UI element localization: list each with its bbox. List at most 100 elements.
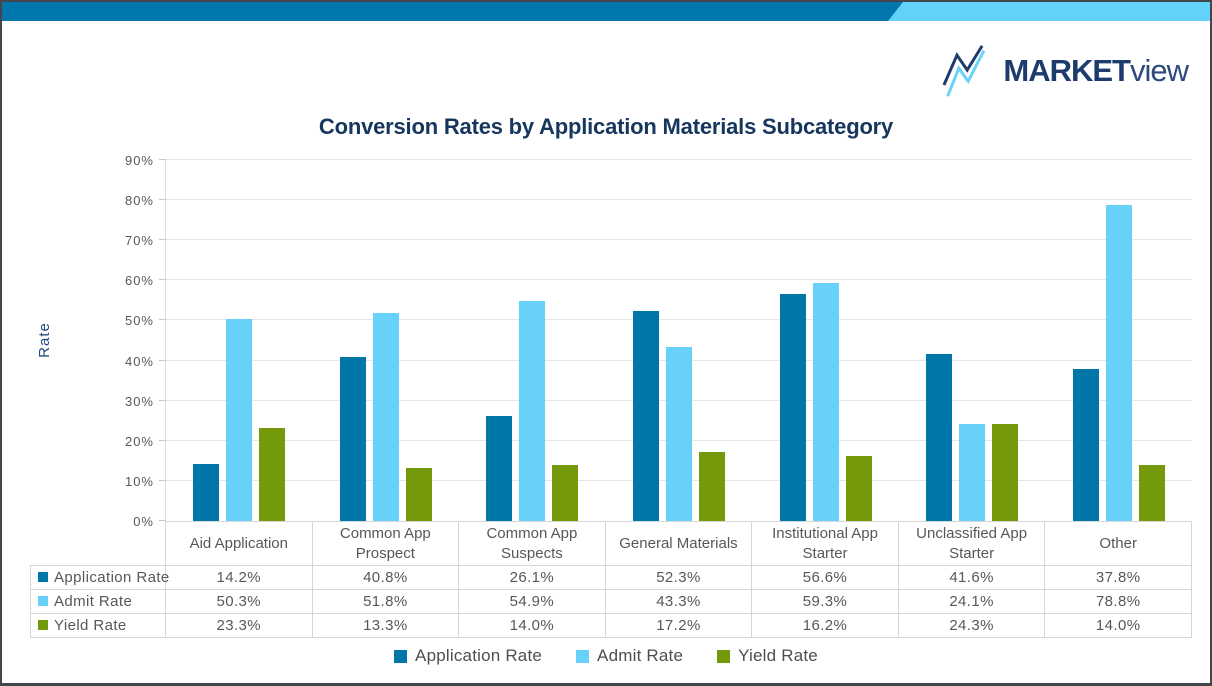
table-value-application-rate-unclassified-app-starter: 41.6% <box>897 565 1046 590</box>
bar-yield-rate-other <box>1138 464 1165 521</box>
gridline <box>166 199 1192 201</box>
y-tick-label: 40% <box>124 353 154 369</box>
table-header-cell-general-materials: General Materials <box>604 521 753 566</box>
table-value-yield-rate-other: 14.0% <box>1044 613 1192 638</box>
bar-group-general-materials <box>606 160 753 521</box>
y-tick-label: 90% <box>124 153 154 168</box>
bar-admit-rate-unclassified-app-starter <box>959 424 986 521</box>
table-value-yield-rate-general-materials: 17.2% <box>604 613 753 638</box>
series-swatch-admit-rate <box>38 596 48 606</box>
bar-application-rate-aid-application <box>193 464 220 521</box>
y-tick-mark <box>159 479 166 481</box>
table-row-admit-rate: Admit Rate 50.3% 51.8% 54.9% 43.3% 59.3% 24.1%… <box>30 589 1192 614</box>
bar-admit-rate-common-app-prospect <box>372 313 399 521</box>
table-value-application-rate-common-app-prospect: 40.8% <box>311 565 460 590</box>
bar-application-rate-common-app-suspects <box>486 416 513 521</box>
gridline <box>166 239 1192 241</box>
y-tick-mark <box>159 239 166 241</box>
bar-admit-rate-other <box>1105 204 1132 521</box>
brand-logo: MARKETview <box>942 44 1189 98</box>
table-header-cell-unclassified-app-starter: Unclassified App Starter <box>897 521 1046 566</box>
bar-group-aid-application <box>166 160 313 521</box>
legend-swatch-application-rate <box>394 649 408 663</box>
legend-item-admit-rate[interactable]: Admit Rate <box>576 646 683 666</box>
zigzag-chart-icon <box>942 45 986 97</box>
bar-yield-rate-institutional-app-starter <box>845 456 872 521</box>
gridline <box>166 279 1192 281</box>
bar-yield-rate-unclassified-app-starter <box>992 423 1019 521</box>
bar-group-other <box>1045 160 1192 521</box>
y-axis-ticks: 0% 10% 20% 30% 40% 50% 60% 70% 80% 90% <box>62 153 154 529</box>
chart-plot <box>159 159 1192 521</box>
table-value-yield-rate-unclassified-app-starter: 24.3% <box>897 613 1046 638</box>
y-tick-label: 80% <box>124 193 154 209</box>
table-value-application-rate-institutional-app-starter: 56.6% <box>751 565 899 590</box>
y-tick-mark <box>159 439 166 441</box>
table-value-admit-rate-other: 78.8% <box>1044 589 1192 614</box>
y-tick-mark <box>159 319 166 321</box>
table-value-admit-rate-institutional-app-starter: 59.3% <box>751 589 899 614</box>
y-tick-label: 10% <box>124 473 154 489</box>
bar-application-rate-common-app-prospect <box>339 357 366 521</box>
bar-admit-rate-aid-application <box>226 319 253 521</box>
bar-admit-rate-common-app-suspects <box>519 300 546 521</box>
table-row-yield-rate: Yield Rate 23.3% 13.3% 14.0% 17.2% 16.2% 24.3%… <box>30 613 1192 638</box>
y-tick-label: 50% <box>124 313 154 329</box>
bar-yield-rate-general-materials <box>698 452 725 521</box>
bar-application-rate-institutional-app-starter <box>779 293 806 521</box>
y-tick-label: 70% <box>124 233 154 249</box>
y-tick-label: 60% <box>124 273 154 289</box>
table-value-yield-rate-institutional-app-starter: 16.2% <box>751 613 899 638</box>
data-table: Aid Application Common App Prospect Common… <box>30 521 1192 638</box>
table-header-row: Aid Application Common App Prospect Common… <box>31 521 1192 566</box>
table-value-application-rate-general-materials: 52.3% <box>604 565 753 590</box>
table-value-yield-rate-common-app-prospect: 13.3% <box>311 613 460 638</box>
legend-label-application-rate: Application Rate <box>415 646 543 665</box>
legend-item-application-rate[interactable]: Application Rate <box>394 646 542 666</box>
legend-item-yield-rate[interactable]: Yield Rate <box>717 646 818 666</box>
y-tick-label: 0% <box>133 514 154 529</box>
bar-group-institutional-app-starter <box>752 160 899 521</box>
brand-name-light: view <box>1129 53 1189 88</box>
table-value-admit-rate-common-app-suspects: 54.9% <box>458 589 606 614</box>
legend-swatch-admit-rate <box>576 649 590 663</box>
y-tick-mark <box>159 359 166 361</box>
top-banner-accent-stripe <box>888 2 1210 21</box>
table-header-cell-aid-application: Aid Application <box>165 521 313 566</box>
table-value-admit-rate-general-materials: 43.3% <box>604 589 753 614</box>
table-corner-cell <box>31 522 166 566</box>
table-value-yield-rate-common-app-suspects: 14.0% <box>458 613 606 638</box>
table-value-admit-rate-unclassified-app-starter: 24.1% <box>897 589 1046 614</box>
bar-yield-rate-common-app-suspects <box>552 464 579 521</box>
table-row-label-yield-rate: Yield Rate <box>30 613 166 638</box>
y-tick-mark <box>159 520 166 521</box>
series-swatch-yield-rate <box>38 620 48 630</box>
table-header-cell-common-app-prospect: Common App Prospect <box>311 521 460 566</box>
table-body: Aid Application Common App Prospect Common… <box>30 521 1192 638</box>
bar-application-rate-general-materials <box>632 311 659 521</box>
y-tick-mark <box>159 159 166 160</box>
bar-group-common-app-suspects <box>459 160 606 521</box>
series-swatch-application-rate <box>38 572 48 582</box>
bar-admit-rate-institutional-app-starter <box>812 283 839 521</box>
table-value-application-rate-other: 37.8% <box>1044 565 1192 590</box>
table-header-cell-institutional-app-starter: Institutional App Starter <box>751 521 899 566</box>
table-row-application-rate: Application Rate 14.2% 40.8% 26.1% 52.3% 56.6… <box>30 565 1192 590</box>
table-row-label-admit-rate: Admit Rate <box>30 589 166 614</box>
legend-swatch-yield-rate <box>717 649 731 663</box>
y-tick-mark <box>159 399 166 401</box>
bar-group-unclassified-app-starter <box>899 160 1046 521</box>
legend-label-admit-rate: Admit Rate <box>597 646 684 665</box>
y-tick-mark <box>159 279 166 281</box>
gridline <box>166 319 1192 321</box>
gridline <box>166 159 1192 160</box>
bar-admit-rate-general-materials <box>665 347 692 521</box>
table-header-cell-other: Other <box>1044 521 1192 566</box>
table-row-label-application-rate: Application Rate <box>30 565 169 590</box>
y-tick-mark <box>159 199 166 201</box>
y-tick-label: 20% <box>124 433 154 449</box>
top-banner <box>2 2 1210 21</box>
brand-name-bold: MARKET <box>1003 53 1131 88</box>
table-value-admit-rate-common-app-prospect: 51.8% <box>311 589 460 614</box>
